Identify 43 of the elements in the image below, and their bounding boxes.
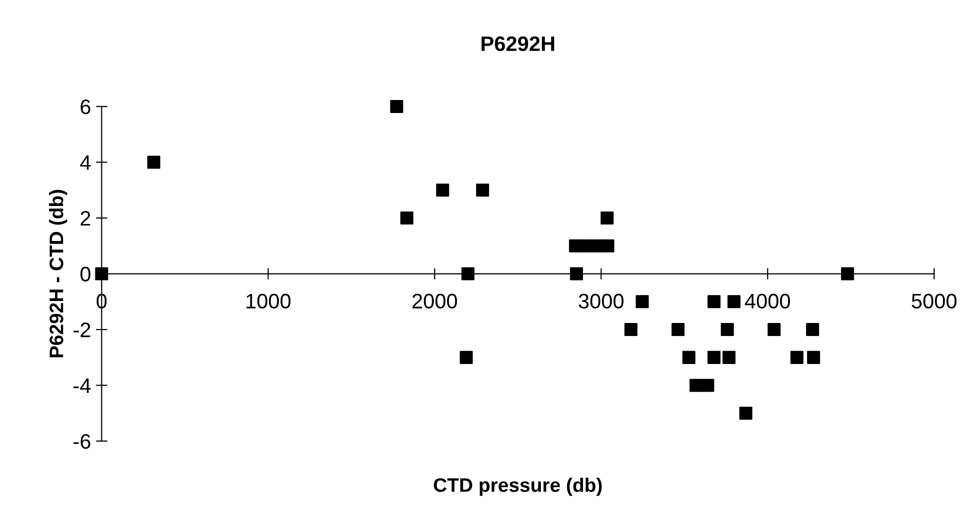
point xyxy=(147,156,160,169)
point xyxy=(476,184,490,197)
point xyxy=(672,323,685,336)
point xyxy=(460,350,473,364)
x-axis-title: CTD pressure (db) xyxy=(434,478,602,496)
point xyxy=(841,267,854,280)
point xyxy=(708,350,721,364)
point xyxy=(806,323,820,336)
y-axis-title: P6292H - CTD (db) xyxy=(49,190,68,358)
point xyxy=(436,184,450,197)
point xyxy=(461,267,474,280)
point xyxy=(570,267,583,280)
point xyxy=(390,100,404,113)
x-tick-label: 4000 xyxy=(744,294,790,309)
point xyxy=(636,295,649,308)
y-tick-label: 2 xyxy=(80,211,90,226)
point xyxy=(768,323,781,336)
point xyxy=(722,350,736,364)
y-tick-label: -2 xyxy=(74,322,90,338)
point xyxy=(790,350,804,364)
point xyxy=(601,239,614,252)
x-tick-label: 2000 xyxy=(412,294,457,309)
y-tick-label: -6 xyxy=(74,434,90,449)
point xyxy=(400,212,414,225)
point xyxy=(682,350,696,364)
chart-title: P6292H xyxy=(482,36,554,52)
x-tick-label: 3000 xyxy=(578,294,624,309)
point xyxy=(739,406,752,420)
y-tick-label: 6 xyxy=(80,99,90,114)
y-tick-label: 4 xyxy=(80,155,91,170)
y-tick-label: -4 xyxy=(74,378,91,393)
point xyxy=(95,267,108,280)
point xyxy=(708,295,721,308)
point xyxy=(690,378,703,392)
point xyxy=(600,212,614,225)
point xyxy=(727,295,740,308)
point xyxy=(807,350,820,364)
point xyxy=(624,323,638,336)
point xyxy=(720,323,734,336)
y-tick-label: 0 xyxy=(80,266,90,282)
point xyxy=(701,378,714,392)
x-tick-label: 1000 xyxy=(246,294,290,309)
x-tick-label: 5000 xyxy=(912,294,956,309)
